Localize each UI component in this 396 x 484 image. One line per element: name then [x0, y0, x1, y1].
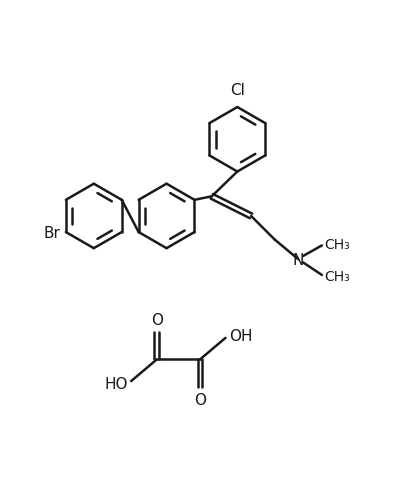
- Text: N: N: [293, 252, 304, 267]
- Text: CH₃: CH₃: [324, 270, 350, 284]
- Text: O: O: [194, 393, 206, 407]
- Text: Br: Br: [43, 225, 60, 240]
- Text: HO: HO: [105, 376, 128, 391]
- Text: Cl: Cl: [230, 83, 245, 98]
- Text: CH₃: CH₃: [324, 238, 350, 252]
- Text: O: O: [151, 312, 163, 327]
- Text: OH: OH: [228, 329, 252, 344]
